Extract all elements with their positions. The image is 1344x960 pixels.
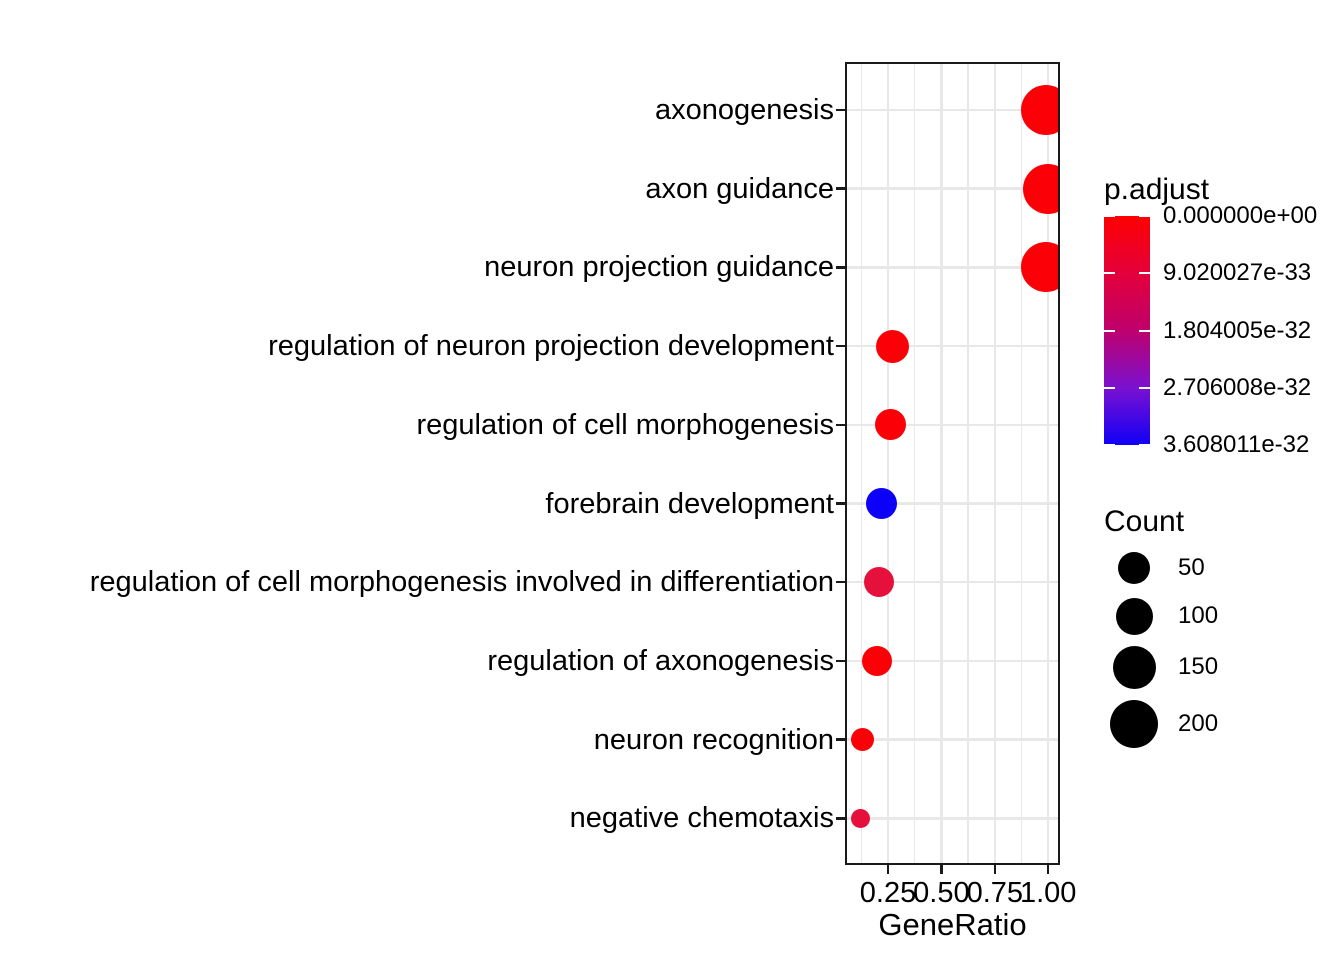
category-label: negative chemotaxis	[569, 802, 834, 835]
y-axis-tick	[836, 817, 845, 820]
grid-line-horizontal-major	[845, 580, 1060, 584]
colorbar-tick	[1139, 215, 1150, 217]
dot	[874, 409, 906, 441]
dot	[875, 329, 909, 363]
x-axis-tick-label: 0.25	[859, 877, 917, 909]
grid-line-horizontal-major	[845, 266, 1060, 269]
colorbar-tick	[1104, 329, 1115, 332]
dot	[866, 488, 898, 519]
grid-line-horizontal-major	[845, 344, 1060, 348]
grid-line-horizontal-major	[845, 659, 1060, 663]
count-legend-key-label: 50	[1178, 554, 1205, 581]
count-legend-title: Count	[1104, 505, 1185, 538]
count-legend-key-label: 100	[1178, 602, 1219, 629]
dot	[1023, 163, 1060, 214]
dot	[850, 728, 874, 752]
x-axis-tick	[1046, 865, 1050, 874]
colorbar-tick	[1139, 386, 1150, 389]
colorbar-tick	[1104, 272, 1115, 275]
dot	[1021, 242, 1060, 293]
category-label: neuron projection guidance	[484, 251, 834, 284]
category-label: regulation of neuron projection developm…	[268, 330, 834, 363]
grid-line-horizontal-major	[845, 738, 1060, 741]
grid-line-vertical-major	[886, 62, 890, 865]
y-axis-tick	[836, 738, 845, 741]
colorbar-tick	[1139, 444, 1150, 446]
x-axis-tick-label: 0.75	[966, 877, 1024, 909]
grid-line-vertical-minor	[967, 62, 969, 865]
colorbar-tick-label: 3.608011e-32	[1163, 431, 1310, 458]
y-axis-tick	[836, 108, 845, 112]
category-label: axonogenesis	[655, 94, 834, 126]
dot	[850, 808, 870, 828]
y-axis-tick	[836, 423, 845, 427]
category-label: regulation of axonogenesis	[487, 644, 834, 677]
count-legend-key-circle	[1115, 597, 1153, 635]
count-legend-key-label: 150	[1178, 653, 1219, 680]
colorbar-tick-label: 2.706008e-32	[1163, 373, 1312, 401]
dot	[864, 567, 895, 598]
count-legend-key-circle	[1110, 700, 1158, 748]
category-label: regulation of cell morphogenesis	[416, 408, 834, 441]
category-label: forebrain development	[545, 487, 834, 520]
colorbar-tick-label: 9.020027e-33	[1163, 259, 1312, 287]
grid-line-vertical-minor	[1020, 62, 1023, 865]
colorbar-tick-label: 1.804005e-32	[1163, 316, 1312, 344]
grid-line-horizontal-major	[845, 502, 1060, 505]
x-axis-tick	[993, 865, 997, 874]
grid-line-vertical-major	[993, 62, 997, 865]
grid-line-horizontal-major	[845, 187, 1060, 190]
y-axis-tick	[836, 502, 845, 505]
y-axis-tick	[836, 266, 845, 269]
grid-line-vertical-minor	[913, 62, 916, 865]
colorbar-tick	[1104, 444, 1115, 446]
y-axis-tick	[836, 344, 845, 348]
x-axis-title: GeneRatio	[878, 907, 1027, 942]
count-legend-key-circle	[1112, 645, 1156, 689]
dot	[1021, 85, 1060, 135]
y-axis-tick	[836, 187, 845, 190]
count-legend-key-circle	[1118, 552, 1150, 584]
category-label: neuron recognition	[593, 723, 834, 756]
grid-line-horizontal-major	[845, 423, 1060, 427]
padjust-legend-title: p.adjust	[1104, 173, 1210, 206]
grid-line-vertical-major	[1046, 62, 1050, 865]
grid-line-vertical-major	[940, 62, 943, 865]
dot	[862, 645, 893, 676]
grid-line-horizontal-major	[845, 817, 1060, 820]
plot-panel	[845, 62, 1060, 865]
x-axis-tick	[886, 865, 890, 874]
colorbar-tick	[1139, 329, 1150, 332]
grid-line-horizontal-major	[845, 108, 1060, 112]
x-axis-tick-label: 1.00	[1019, 877, 1077, 909]
count-legend-key-label: 200	[1178, 710, 1219, 737]
colorbar-tick	[1139, 272, 1150, 275]
y-axis-tick	[836, 659, 845, 663]
x-axis-tick	[940, 865, 943, 874]
grid-line-vertical-minor	[860, 62, 863, 865]
colorbar-tick	[1104, 386, 1115, 389]
colorbar-tick-label: 0.000000e+00	[1163, 202, 1318, 229]
category-label: regulation of cell morphogenesis involve…	[89, 566, 834, 599]
x-axis-tick-label: 0.50	[913, 877, 970, 909]
colorbar-tick	[1104, 215, 1115, 217]
category-label: axon guidance	[645, 172, 834, 205]
y-axis-tick	[836, 580, 845, 584]
